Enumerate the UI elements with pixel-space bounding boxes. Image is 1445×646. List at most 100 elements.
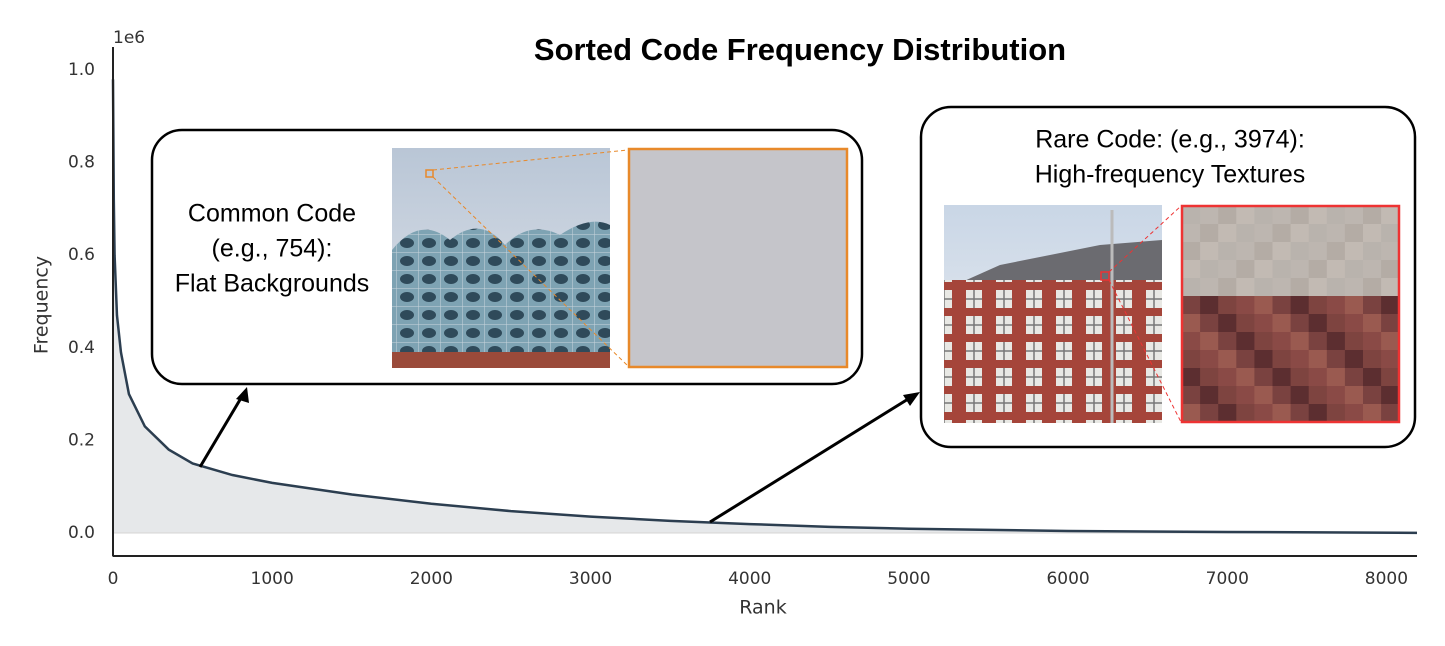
pixel (1236, 206, 1255, 225)
pixel (1236, 368, 1255, 387)
pixel (1200, 260, 1219, 279)
zoom-image (627, 147, 849, 369)
pixel (1344, 278, 1364, 297)
pixel (1254, 242, 1273, 261)
pixel (1344, 224, 1364, 243)
y-axis-label: Frequency (31, 256, 53, 354)
y-tick-label: 0.4 (68, 338, 95, 358)
pixel (1236, 278, 1255, 297)
pixel (1308, 386, 1328, 405)
x-tick-label: 0 (108, 569, 119, 589)
pixel (1200, 404, 1219, 423)
pixel (1200, 296, 1219, 315)
pixel (1218, 206, 1237, 225)
arrow-head (236, 387, 249, 403)
zoom-border (1180, 204, 1401, 424)
pixel (1254, 386, 1273, 405)
pixel (1344, 296, 1364, 315)
zoom-marker (1100, 271, 1110, 281)
pixel (1254, 314, 1273, 333)
pixel (1218, 242, 1237, 261)
pixel (1272, 404, 1292, 423)
pixel (1200, 278, 1219, 297)
pixel (1254, 206, 1273, 225)
pixel (1308, 278, 1328, 297)
pixel (1290, 386, 1310, 405)
pixel (1218, 314, 1237, 333)
pixel (1344, 206, 1364, 225)
pixel (1344, 368, 1364, 387)
pixel (1218, 350, 1237, 369)
pixel (1363, 404, 1382, 423)
pixel (1363, 224, 1382, 243)
pixel (1218, 386, 1237, 405)
pixel (1381, 314, 1400, 333)
pixel (1344, 314, 1364, 333)
pixel (1272, 350, 1292, 369)
pixel (1363, 350, 1382, 369)
annotation-text: (e.g., 754): (212, 235, 333, 263)
pixel (1290, 224, 1310, 243)
pixel (1381, 332, 1400, 351)
pixel (1363, 332, 1382, 351)
pixel (1308, 260, 1328, 279)
pixel (1272, 224, 1292, 243)
pixel (1182, 350, 1201, 369)
pixel (1254, 296, 1273, 315)
pixel (1381, 350, 1400, 369)
x-tick-label: 6000 (1046, 569, 1089, 589)
pixel (1290, 404, 1310, 423)
pixel (1381, 368, 1400, 387)
pixel (1363, 314, 1382, 333)
pixel (1308, 350, 1328, 369)
image-building (392, 221, 610, 368)
pixel (1326, 260, 1346, 279)
image-building (944, 280, 1162, 423)
pixel (1290, 350, 1310, 369)
x-tick-label: 5000 (887, 569, 930, 589)
pixel (1272, 332, 1292, 351)
pixel (1182, 206, 1201, 225)
plot-area: 0.0 0.2 0.4 0.6 0.8 1.0 0 1000 2000 3000 4000 5000 6… (68, 47, 1418, 589)
pixel (1272, 296, 1292, 315)
image-base (392, 352, 610, 368)
pixel (1182, 404, 1201, 423)
pixel (1326, 368, 1346, 387)
y-tick-label: 0.6 (68, 245, 95, 265)
pixel (1363, 260, 1382, 279)
annotation-text: Flat Backgrounds (175, 270, 370, 298)
arrow (198, 392, 246, 468)
pixel (1272, 206, 1292, 225)
annotation-text: Common Code (188, 200, 356, 228)
annotation-text: Rare Code: (e.g., 3974): (1035, 126, 1305, 154)
pixel (1254, 368, 1273, 387)
pixel (1182, 386, 1201, 405)
pixel (1218, 224, 1237, 243)
pixel (1218, 296, 1237, 315)
pixel (1200, 332, 1219, 351)
x-tick-label: 2000 (410, 569, 453, 589)
line (111, 79, 1418, 535)
pixel (1272, 278, 1292, 297)
pixel (1381, 224, 1400, 243)
pixel (1254, 278, 1273, 297)
pixel (1381, 242, 1400, 261)
pixel (1236, 386, 1255, 405)
area (113, 79, 1417, 533)
pixel (1254, 404, 1273, 423)
y-offset-label: 1e6 (113, 28, 145, 48)
x-tick-label: 8000 (1365, 569, 1408, 589)
pixel (1182, 314, 1201, 333)
zoom-marker (425, 169, 434, 178)
pixel (1326, 296, 1346, 315)
pixel (1344, 404, 1364, 423)
pixel (1308, 332, 1328, 351)
pixel (1272, 314, 1292, 333)
pixel (1272, 260, 1292, 279)
pixel (1381, 278, 1400, 297)
pixel (1290, 206, 1310, 225)
pixel (1218, 278, 1237, 297)
x-tick-label: 3000 (569, 569, 612, 589)
pixel (1344, 242, 1364, 261)
